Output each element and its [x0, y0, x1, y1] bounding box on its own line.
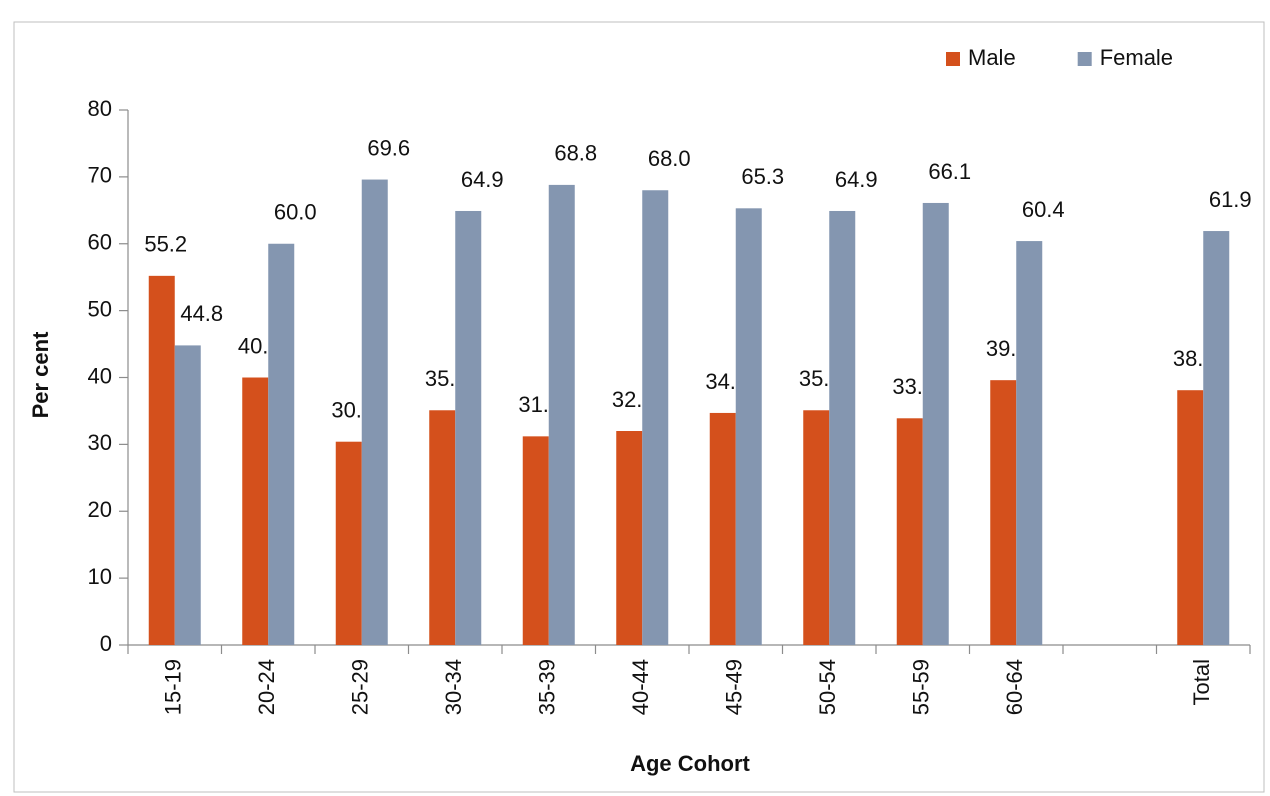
bar — [922, 202, 949, 646]
data-label: 69.6 — [367, 135, 410, 160]
data-label: 65.3 — [741, 164, 784, 189]
y-tick-label: 50 — [88, 296, 112, 321]
legend-label: Female — [1100, 45, 1173, 70]
y-tick-label: 20 — [88, 497, 112, 522]
y-tick-label: 10 — [88, 564, 112, 589]
x-axis-title: Age Cohort — [630, 751, 750, 776]
data-label: 60.4 — [1022, 197, 1065, 222]
x-tick-label: 30-34 — [441, 659, 466, 715]
data-label: 68.0 — [648, 146, 691, 171]
x-tick-label: 35-39 — [535, 659, 560, 715]
data-label: 66.1 — [928, 159, 971, 184]
x-tick-label: 60-64 — [1002, 659, 1027, 715]
y-tick-label: 70 — [88, 163, 112, 188]
bar — [1177, 390, 1204, 645]
y-tick-label: 80 — [88, 96, 112, 121]
bar — [803, 410, 830, 645]
legend-label: Male — [968, 45, 1016, 70]
x-tick-label: 20-24 — [254, 659, 279, 715]
data-label: 61.9 — [1209, 187, 1252, 212]
x-tick-label: Total — [1189, 659, 1214, 705]
x-tick-label: 40-44 — [628, 659, 653, 715]
bar — [896, 418, 923, 645]
data-label: 64.9 — [835, 167, 878, 192]
bar — [548, 184, 575, 645]
legend-swatch — [1077, 52, 1092, 66]
y-tick-label: 40 — [88, 363, 112, 388]
x-tick-label: 55-59 — [909, 659, 934, 715]
data-label: 55.2 — [144, 232, 187, 257]
y-tick-label: 60 — [88, 230, 112, 255]
y-axis-title: Per cent — [28, 331, 53, 418]
bar — [642, 190, 669, 645]
x-tick-label: 50-54 — [815, 659, 840, 715]
legend-swatch — [946, 52, 960, 66]
bar — [335, 441, 362, 645]
data-label: 60.0 — [274, 200, 317, 225]
bar — [242, 377, 269, 645]
bar — [522, 436, 549, 645]
bar — [990, 380, 1017, 645]
chart-frame — [13, 21, 1265, 793]
data-label: 68.8 — [554, 141, 597, 166]
x-tick-label: 15-19 — [161, 659, 186, 715]
bar — [1016, 241, 1043, 645]
bar — [361, 179, 388, 646]
bar — [455, 210, 482, 645]
data-label: 44.8 — [180, 301, 223, 326]
bar — [268, 243, 295, 645]
bar — [829, 210, 856, 645]
bar — [616, 431, 643, 645]
y-tick-label: 0 — [100, 631, 112, 656]
data-label: 64.9 — [461, 167, 504, 192]
x-tick-label: 45-49 — [722, 659, 747, 715]
bar — [174, 345, 201, 645]
x-tick-label: 25-29 — [348, 659, 373, 715]
bar — [148, 275, 175, 645]
bar — [429, 410, 456, 645]
bar — [1203, 231, 1230, 645]
y-tick-label: 30 — [88, 430, 112, 455]
bar — [735, 208, 762, 645]
bar — [709, 412, 736, 645]
